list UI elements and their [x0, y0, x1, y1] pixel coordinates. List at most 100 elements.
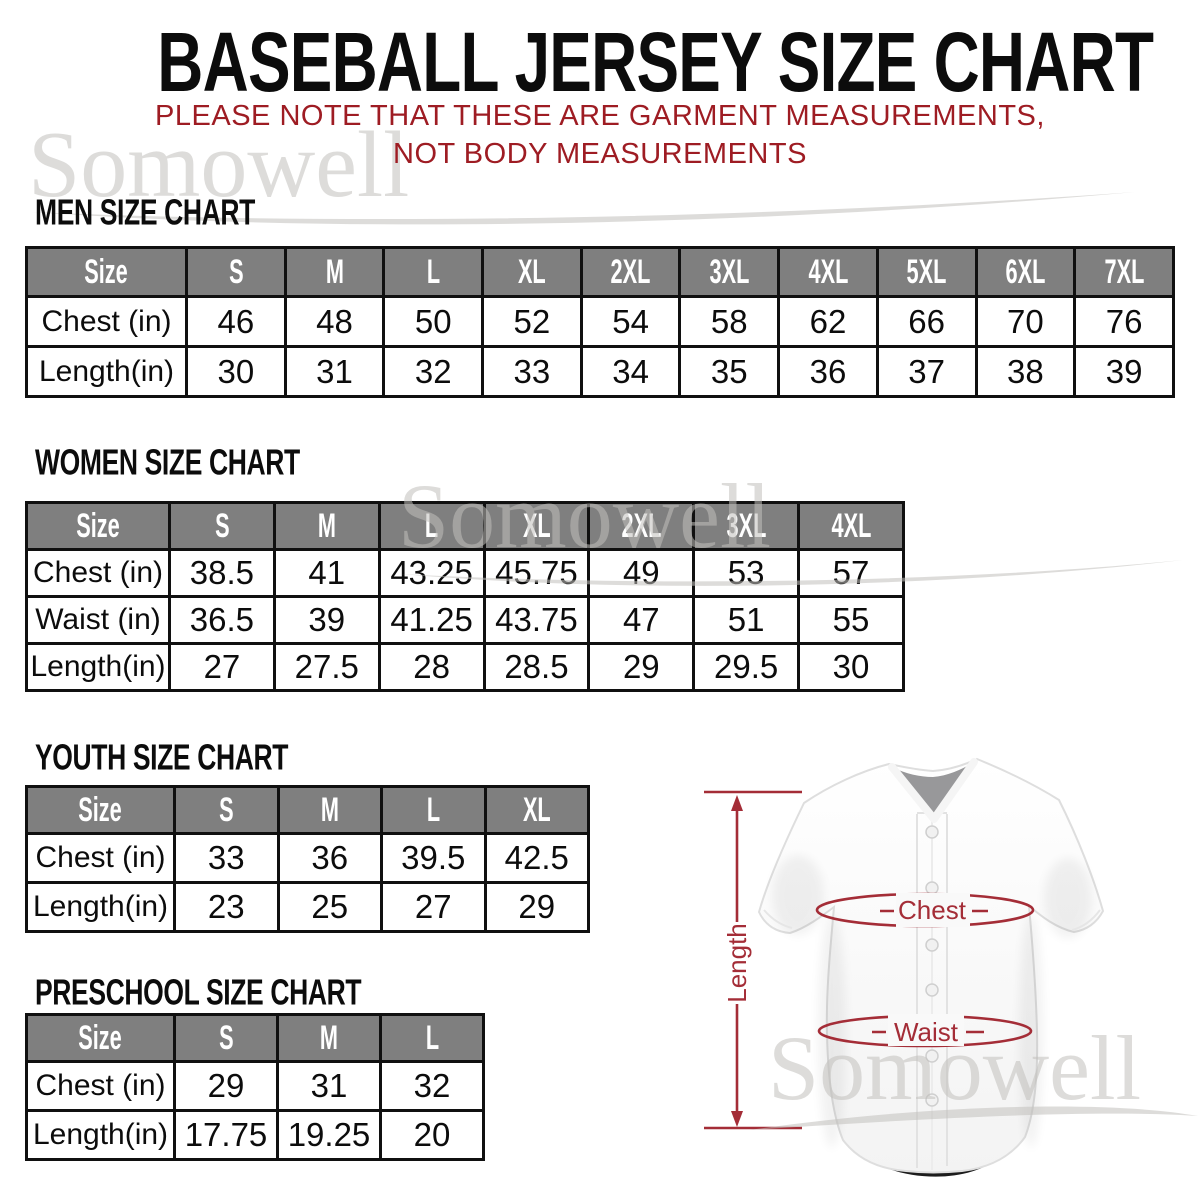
column-header: 7XL [1073, 246, 1175, 298]
row-label-cell: Chest (in) [25, 295, 188, 348]
arrowhead-up [731, 795, 743, 811]
table-row: Length(in) 23 25 27 29 [25, 881, 590, 933]
size-value-cell: 52 [481, 295, 583, 348]
size-value-cell: 51 [692, 595, 801, 645]
size-value-cell: 54 [579, 295, 682, 348]
women-size-chart-heading: WOMEN SIZE CHART [35, 443, 300, 483]
column-header: S [173, 785, 280, 835]
row-label-cell: Length(in) [25, 1109, 176, 1161]
waist-label: Waist [894, 1017, 959, 1047]
page-title: BASEBALL JERSEY SIZE CHART [157, 15, 1154, 109]
size-value-cell: 47 [587, 595, 696, 645]
table-row: Length(in) 27 27.5 28 28.5 29 29.5 30 [25, 642, 905, 692]
size-value-cell: 29 [173, 1060, 279, 1112]
size-value-cell: 25 [276, 881, 383, 933]
row-label-cell: Length(in) [25, 881, 176, 933]
row-label-cell: Length(in) [25, 642, 171, 692]
column-header: M [276, 1013, 382, 1063]
size-value-cell: 31 [276, 1060, 382, 1112]
row-label-cell: Chest (in) [25, 1060, 176, 1112]
column-header: 5XL [875, 246, 978, 298]
row-label-cell: Waist (in) [25, 595, 171, 645]
women-size-table: Size S M L XL 2XL 3XL 4XL Chest (in) 38.5 41 43.25 4… [25, 501, 905, 692]
table-row: Length(in) 30 31 32 33 34 35 36 37 38 39 [25, 345, 1175, 398]
column-header: L [380, 785, 487, 835]
size-value-cell: 39 [1073, 345, 1175, 398]
size-value-cell: 23 [173, 881, 280, 933]
size-value-cell: 62 [777, 295, 879, 348]
size-value-cell: 50 [382, 295, 485, 348]
size-value-cell: 27 [168, 642, 276, 692]
size-value-cell: 58 [678, 295, 781, 348]
women-header-row: Size S M L XL 2XL 3XL 4XL [25, 501, 905, 551]
column-header: S [168, 501, 276, 551]
size-value-cell: 46 [185, 295, 287, 348]
preschool-size-chart-heading: PRESCHOOL SIZE CHART [35, 973, 362, 1013]
size-value-cell: 30 [797, 642, 905, 692]
size-column-header: Size [25, 1013, 176, 1063]
column-header: 2XL [587, 501, 696, 551]
size-value-cell: 55 [797, 595, 905, 645]
size-value-cell: 43.25 [377, 548, 486, 598]
size-value-cell: 48 [283, 295, 386, 348]
size-value-cell: 45.75 [482, 548, 591, 598]
size-value-cell: 29.5 [692, 642, 801, 692]
size-value-cell: 27 [380, 881, 487, 933]
column-header: L [377, 501, 486, 551]
size-value-cell: 32 [379, 1060, 485, 1112]
size-value-cell: 27.5 [272, 642, 381, 692]
chest-label: Chest [898, 895, 967, 925]
column-header: 3XL [692, 501, 801, 551]
size-value-cell: 57 [797, 548, 905, 598]
size-value-cell: 49 [587, 548, 696, 598]
column-header: 6XL [974, 246, 1077, 298]
size-value-cell: 39.5 [380, 832, 487, 884]
men-size-table: Size S M L XL 2XL 3XL 4XL 5XL 6XL 7XL Chest (in) 46 4… [25, 246, 1175, 398]
size-value-cell: 36 [276, 832, 383, 884]
table-row: Chest (in) 33 36 39.5 42.5 [25, 832, 590, 884]
size-value-cell: 66 [875, 295, 978, 348]
subtitle: PLEASE NOTE THAT THESE ARE GARMENT MEASU… [0, 97, 1200, 173]
column-header: M [276, 785, 383, 835]
size-value-cell: 29 [483, 881, 590, 933]
table-row: Length(in) 17.75 19.25 20 [25, 1109, 485, 1161]
row-label-cell: Chest (in) [25, 548, 171, 598]
size-value-cell: 76 [1073, 295, 1175, 348]
column-header: 2XL [579, 246, 682, 298]
size-value-cell: 17.75 [173, 1109, 279, 1161]
size-value-cell: 53 [692, 548, 801, 598]
row-label-cell: Chest (in) [25, 832, 176, 884]
column-header: S [173, 1013, 279, 1063]
size-value-cell: 38.5 [168, 548, 276, 598]
length-label: Length [722, 923, 752, 1003]
size-value-cell: 37 [875, 345, 978, 398]
column-header: XL [481, 246, 583, 298]
size-value-cell: 33 [481, 345, 583, 398]
subtitle-line2: NOT BODY MEASUREMENTS [393, 138, 807, 170]
column-header: 4XL [797, 501, 905, 551]
subtitle-line1: PLEASE NOTE THAT THESE ARE GARMENT MEASU… [155, 100, 1045, 132]
size-value-cell: 28 [377, 642, 486, 692]
size-value-cell: 33 [173, 832, 280, 884]
size-value-cell: 43.75 [482, 595, 591, 645]
arrowhead-down [731, 1111, 743, 1127]
jersey-diagram: Length Chest Waist [704, 757, 1105, 1177]
column-header: S [185, 246, 287, 298]
row-label-cell: Length(in) [25, 345, 188, 398]
column-header: M [283, 246, 386, 298]
table-row: Chest (in) 38.5 41 43.25 45.75 49 53 57 [25, 548, 905, 598]
column-header: M [272, 501, 381, 551]
size-value-cell: 35 [678, 345, 781, 398]
men-size-chart-heading: MEN SIZE CHART [35, 193, 255, 233]
size-value-cell: 36 [777, 345, 879, 398]
preschool-size-table: Size S M L Chest (in) 29 31 32 Length(in) 17.75 19… [25, 1013, 485, 1161]
column-header: L [382, 246, 485, 298]
size-value-cell: 38 [974, 345, 1077, 398]
size-value-cell: 34 [579, 345, 682, 398]
preschool-header-row: Size S M L [25, 1013, 485, 1063]
size-value-cell: 39 [272, 595, 381, 645]
youth-size-chart-heading: YOUTH SIZE CHART [35, 738, 289, 778]
size-value-cell: 30 [185, 345, 287, 398]
size-value-cell: 29 [587, 642, 696, 692]
